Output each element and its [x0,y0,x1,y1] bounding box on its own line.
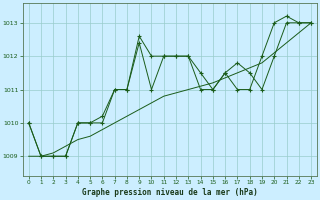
X-axis label: Graphe pression niveau de la mer (hPa): Graphe pression niveau de la mer (hPa) [82,188,258,197]
